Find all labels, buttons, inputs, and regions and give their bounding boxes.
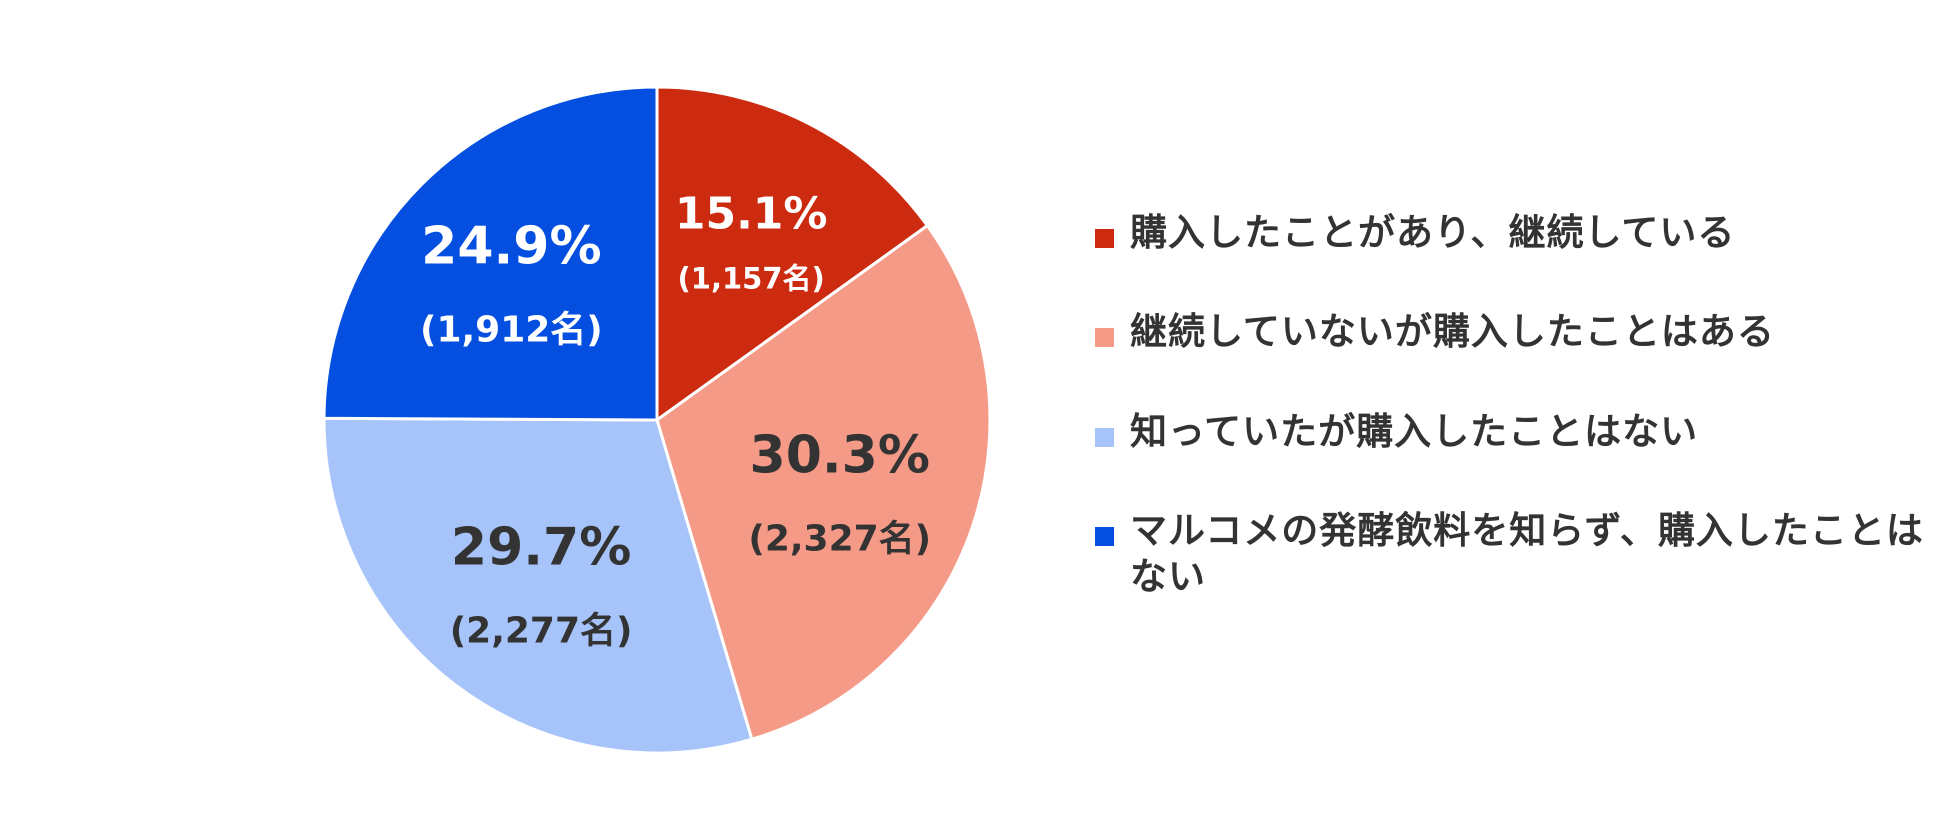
pie-slice-continuing: [655, 85, 930, 423]
legend-swatch-unaware: [1095, 526, 1114, 546]
legend-item-lapsed: 継続していないが購入したことはある: [1095, 309, 1935, 355]
pie-slice-lapsed: [655, 223, 992, 742]
legend-item-continuing: 購入したことがあり、継続している: [1095, 210, 1935, 256]
slice-count-label-aware-not-purchased: (2,277名): [450, 610, 633, 651]
legend-label-continuing: 購入したことがあり、継続している: [1130, 211, 1736, 254]
slice-count-label-lapsed: (2,327名): [748, 518, 931, 559]
pie-slices: [322, 85, 992, 755]
pie-slice-aware-not-purchased: [322, 416, 754, 755]
legend-swatch-aware-not-purchased: [1095, 427, 1114, 447]
slice-percent-label-aware-not-purchased: 29.7%: [451, 517, 631, 577]
legend-item-unaware: マルコメの発酵飲料を知らず、購入したことはない: [1095, 508, 1935, 601]
pie-labels: 15.1% (1,157名) 30.3% (2,327名) 29.7% (2,277名) 2…: [420, 188, 931, 651]
legend-item-aware-not-purchased: 知っていたが購入したことはない: [1095, 409, 1935, 455]
legend: 購入したことがあり、継続している 継続していないが購入したことはある 知っていたが購…: [1095, 210, 1935, 653]
slice-count-label-continuing: (1,157名): [678, 261, 825, 295]
slice-percent-label-unaware: 24.9%: [421, 217, 601, 277]
pie-chart: 15.1% (1,157名) 30.3% (2,327名) 29.7% (2,277名) 2…: [322, 85, 992, 755]
slice-count-label-unaware: (1,912名): [420, 310, 603, 351]
legend-label-lapsed: 継続していないが購入したことはある: [1130, 310, 1775, 354]
legend-label-unaware: マルコメの発酵飲料を知らず、購入したことはない: [1130, 508, 1924, 598]
slice-percent-label-continuing: 15.1%: [675, 188, 828, 239]
legend-swatch-continuing: [1095, 229, 1114, 248]
slice-percent-label-lapsed: 30.3%: [750, 425, 930, 485]
pie-slice-unaware: [322, 85, 659, 422]
legend-swatch-lapsed: [1095, 328, 1114, 348]
legend-label-aware-not-purchased: 知っていたが購入したことはない: [1130, 409, 1699, 453]
